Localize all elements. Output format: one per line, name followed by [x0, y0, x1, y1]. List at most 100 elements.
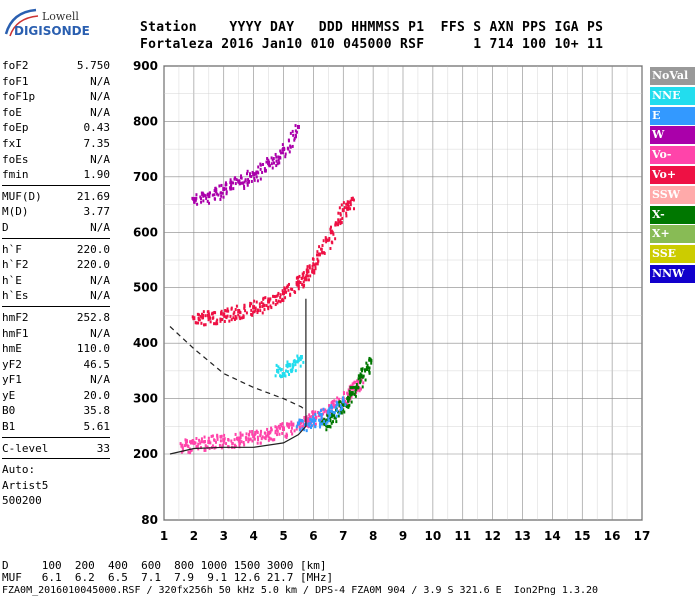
echo-point	[275, 298, 278, 302]
parameter-label: M(D)	[2, 205, 29, 219]
echo-point	[222, 195, 225, 199]
parameter-row: foF2 5.750	[2, 58, 110, 74]
echo-point	[183, 444, 186, 448]
data-point	[207, 192, 211, 197]
echo-point	[316, 253, 319, 257]
data-point	[329, 414, 333, 419]
legend-item: SSE	[650, 245, 695, 264]
parameter-label: MUF(D)	[2, 189, 42, 203]
echo-point	[230, 180, 233, 184]
parameter-row: yF1 N/A	[2, 372, 110, 388]
echo-point	[332, 411, 335, 415]
echo-point	[286, 146, 289, 150]
echo-point	[323, 417, 326, 421]
echo-point	[249, 301, 252, 305]
echo-point	[291, 365, 294, 369]
echo-point	[353, 392, 356, 396]
echo-point	[227, 445, 230, 449]
echo-point	[262, 302, 265, 306]
echo-point	[327, 238, 330, 242]
echo-point	[281, 297, 284, 301]
echo-point	[312, 415, 315, 419]
echo-point	[281, 431, 284, 435]
echo-point	[278, 432, 281, 436]
x-tick-label: 15	[574, 529, 591, 543]
legend-item: Vo-	[650, 146, 695, 165]
echo-point	[333, 416, 336, 420]
echo-point	[293, 137, 296, 141]
echo-point	[320, 247, 323, 251]
echo-point	[203, 323, 206, 327]
echo-point	[345, 404, 348, 408]
echo-point	[225, 190, 228, 194]
echo-point	[207, 436, 210, 440]
echo-point	[348, 389, 351, 393]
echo-point	[235, 316, 238, 320]
echo-point	[315, 416, 318, 420]
x-tick-label: 8	[369, 529, 377, 543]
y-tick-label: 700	[133, 170, 158, 184]
echo-point	[239, 176, 242, 180]
echo-point	[333, 399, 336, 403]
parameter-label: foF1	[2, 74, 29, 88]
parameter-row: hmE 110.0	[2, 341, 110, 357]
echo-point	[354, 385, 357, 389]
echo-point	[253, 310, 256, 314]
data-point	[359, 377, 363, 382]
echo-point	[346, 391, 349, 395]
echo-point	[284, 296, 287, 300]
parameter-label: foE	[2, 105, 22, 119]
parameter-label: hmF1	[2, 326, 29, 340]
divider	[2, 458, 110, 460]
data-point	[267, 430, 271, 435]
echo-point	[332, 232, 335, 236]
echo-point	[349, 200, 352, 204]
echo-point	[225, 315, 228, 319]
echo-point	[219, 317, 222, 321]
echo-point	[255, 175, 258, 179]
echo-point	[232, 181, 235, 185]
echo-point	[233, 310, 236, 314]
echo-point	[235, 178, 238, 182]
echo-point	[295, 427, 298, 431]
echo-point	[308, 264, 311, 268]
echo-point	[362, 381, 365, 385]
echo-point	[359, 387, 362, 391]
echo-point	[185, 440, 188, 444]
echo-point	[330, 421, 333, 425]
echo-point	[263, 308, 266, 312]
y-tick-label: 400	[133, 336, 158, 350]
echo-point	[328, 404, 331, 408]
y-tick-label: 800	[133, 114, 158, 128]
echo-point	[320, 415, 323, 419]
parameter-value: 1.90	[83, 168, 111, 182]
echo-point	[198, 318, 201, 322]
parameter-label: h`F	[2, 242, 22, 256]
parameter-label: D	[2, 220, 9, 234]
echo-point	[248, 438, 251, 442]
echo-point	[306, 274, 309, 278]
echo-point	[297, 287, 300, 291]
echo-point	[278, 367, 281, 371]
echo-point	[339, 408, 342, 412]
echo-point	[246, 169, 249, 173]
echo-point	[232, 312, 235, 316]
parameter-value: N/A	[90, 373, 110, 387]
echo-point	[348, 399, 351, 403]
echo-point	[309, 415, 312, 419]
echo-point	[322, 251, 325, 255]
echo-point	[306, 265, 309, 269]
echo-point	[311, 412, 314, 416]
echo-point	[311, 414, 314, 418]
echo-point	[199, 441, 202, 445]
echo-point	[311, 270, 314, 274]
echo-point	[298, 418, 301, 422]
data-point	[317, 252, 321, 257]
echo-point	[317, 410, 320, 414]
parameter-row: foF1 N/A	[2, 74, 110, 90]
echo-point	[368, 366, 371, 370]
echo-point	[277, 155, 280, 159]
echo-point	[284, 155, 287, 159]
divider	[2, 184, 110, 186]
echo-point	[343, 392, 346, 396]
